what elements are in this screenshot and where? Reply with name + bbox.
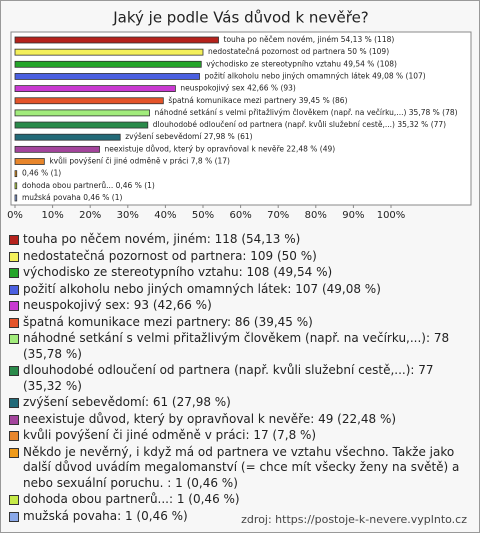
legend-swatch xyxy=(9,511,19,522)
x-tick-label: 70% xyxy=(267,210,289,221)
bar xyxy=(14,158,45,165)
legend-item: požití alkoholu nebo jiných omamných lát… xyxy=(9,282,471,298)
legend-swatch xyxy=(9,251,19,262)
legend-item: Někdo je nevěrný, i když má od partnera … xyxy=(9,445,471,492)
legend-swatch xyxy=(9,317,19,328)
x-tick-label: 0% xyxy=(7,210,23,221)
bar xyxy=(14,48,204,56)
legend-label: špatná komunikace mezi partnery: 86 (39,… xyxy=(23,314,313,329)
legend-swatch xyxy=(9,235,19,245)
bar xyxy=(14,36,219,44)
legend-item: nedostatečná pozornost od partnera: 109 … xyxy=(9,249,471,265)
value-label: náhodné setkání s velmi přitažlivým člov… xyxy=(155,108,458,117)
legend-item: náhodné setkání s velmi přitažlivým člov… xyxy=(9,331,471,362)
bar xyxy=(14,97,164,105)
x-tick-label: 60% xyxy=(229,210,251,221)
legend-item: kvůli povýšení či jiné odměně v práci: 1… xyxy=(9,428,471,444)
legend-item: dohoda obou partnerů...: 1 (0,46 %) xyxy=(9,492,471,508)
legend-swatch xyxy=(9,301,19,311)
value-label: dohoda obou partnerů... 0,46 % (1) xyxy=(22,181,155,190)
bar xyxy=(14,73,200,80)
bar xyxy=(14,109,150,117)
legend-label: nedostatečná pozornost od partnera: 109 … xyxy=(23,248,317,263)
legend-item: neexistuje důvod, který by opravňoval k … xyxy=(9,412,471,428)
legend-swatch xyxy=(9,414,19,425)
legend-swatch xyxy=(9,366,19,376)
legend-item: touha po něčem novém, jiném: 118 (54,13 … xyxy=(9,232,471,248)
value-label: touha po něčem novém, jiném 54,13 % (118… xyxy=(224,35,395,44)
bar xyxy=(14,85,176,92)
legend-label: dlouhodobé odloučení od partnera (např. … xyxy=(23,363,434,393)
legend-label: neuspokojivý sex: 93 (42,66 %) xyxy=(23,298,212,312)
x-tick-label: 10% xyxy=(41,210,63,221)
legend-swatch xyxy=(9,398,19,408)
x-tick-label: 40% xyxy=(154,210,176,221)
legend-label: neexistuje důvod, který by opravňoval k … xyxy=(23,411,397,426)
x-tick-label: 50% xyxy=(192,210,214,221)
legend-label: dohoda obou partnerů...: 1 (0,46 %) xyxy=(23,492,240,506)
legend-swatch xyxy=(9,268,19,278)
legend-label: mužská povaha: 1 (0,46 %) xyxy=(23,508,188,523)
legend-swatch xyxy=(9,495,19,505)
legend-item: východisko ze stereotypního vztahu: 108 … xyxy=(9,265,471,281)
legend: touha po něčem novém, jiném: 118 (54,13 … xyxy=(9,232,471,525)
plot-frame xyxy=(10,31,472,206)
legend-label: východisko ze stereotypního vztahu: 108 … xyxy=(23,265,333,279)
value-label: kvůli povýšení či jiné odměně v práci 7,… xyxy=(49,157,230,166)
value-label: nedostatečná pozornost od partnera 50 % … xyxy=(208,47,389,56)
bar xyxy=(14,121,149,129)
value-label: mužská povaha 0,46 % (1) xyxy=(22,193,123,202)
chart-title: Jaký je podle Vás důvod k nevěře? xyxy=(112,9,369,27)
x-tick-label: 90% xyxy=(342,210,364,221)
bar xyxy=(14,60,202,68)
chart: Jaký je podle Vás důvod k nevěře? 0% 10% 2… xyxy=(7,9,472,221)
legend-swatch xyxy=(9,431,19,441)
legend-label: Někdo je nevěrný, i když má od partnera … xyxy=(23,444,460,490)
legend-swatch xyxy=(9,284,19,295)
bar xyxy=(14,182,18,190)
value-label: špatná komunikace mezi partnery 39,45 % … xyxy=(168,96,347,105)
legend-swatch xyxy=(9,334,19,344)
value-label: zvýšení sebevědomí 27,98 % (61) xyxy=(125,132,252,141)
value-label: požití alkoholu nebo jiných omamných lát… xyxy=(205,71,426,80)
bar xyxy=(14,170,18,178)
bar xyxy=(14,194,18,202)
legend-label: požití alkoholu nebo jiných omamných lát… xyxy=(23,281,381,296)
bar xyxy=(14,133,121,141)
legend-item: mužská povaha: 1 (0,46 %) xyxy=(9,509,471,525)
source: zdroj: https://postoje-k-nevere.vyplnto.… xyxy=(241,513,467,526)
legend-label: zvýšení sebevědomí: 61 (27,98 %) xyxy=(23,395,231,409)
x-tick-label: 20% xyxy=(79,210,101,221)
value-label: 0,46 % (1) xyxy=(22,169,61,178)
legend-swatch xyxy=(9,447,19,458)
legend-label: náhodné setkání s velmi přitažlivým člov… xyxy=(23,331,450,361)
legend-item: dlouhodobé odloučení od partnera (např. … xyxy=(9,363,471,394)
value-label: neexistuje důvod, který by opravňoval k … xyxy=(105,144,336,153)
value-label: východisko ze stereotypního vztahu 49,54… xyxy=(206,59,397,68)
value-label: dlouhodobé odloučení od partnera (např. … xyxy=(153,120,446,129)
legend-label: touha po něčem novém, jiném: 118 (54,13 … xyxy=(23,232,301,246)
legend-item: špatná komunikace mezi partnery: 86 (39,… xyxy=(9,315,471,331)
value-label: neuspokojivý sex 42,66 % (93) xyxy=(180,84,296,93)
bar xyxy=(14,145,100,153)
legend-item: neuspokojivý sex: 93 (42,66 %) xyxy=(9,298,471,314)
legend-item: zvýšení sebevědomí: 61 (27,98 %) xyxy=(9,395,471,411)
x-tick-label: 30% xyxy=(117,210,139,221)
x-tick-label: 100% xyxy=(377,210,406,221)
x-tick-label: 80% xyxy=(305,210,327,221)
legend-label: kvůli povýšení či jiné odměně v práci: 1… xyxy=(23,428,317,442)
